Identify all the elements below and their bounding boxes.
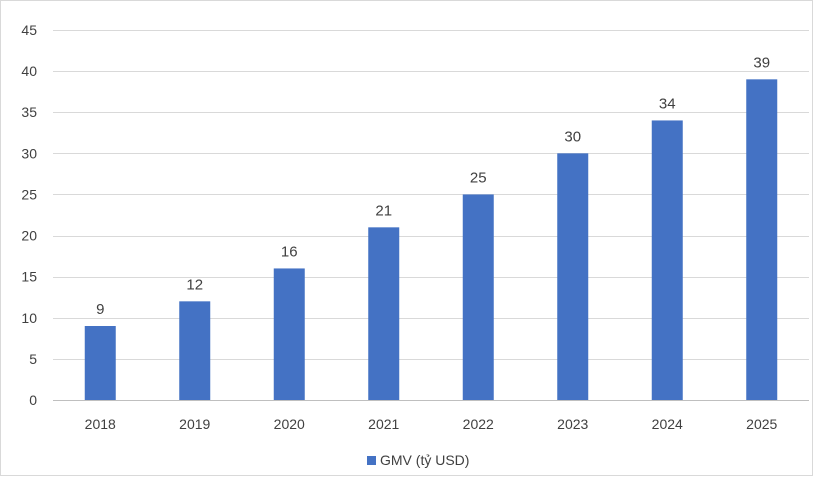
x-tick-label: 2025 — [746, 416, 777, 432]
y-tick-label: 20 — [21, 228, 37, 244]
y-tick-label: 0 — [29, 392, 37, 408]
x-tick-label: 2020 — [274, 416, 305, 432]
legend-swatch — [367, 456, 376, 465]
data-label-2021: 21 — [375, 202, 392, 219]
x-tick-label: 2023 — [557, 416, 588, 432]
bar-2020 — [273, 268, 305, 400]
x-axis-ticks: 2018 2019 2020 2021 2022 2023 2024 2025 — [85, 416, 778, 432]
data-labels: 9 12 16 21 25 30 34 39 — [96, 54, 770, 318]
data-label-2025: 39 — [753, 54, 770, 71]
data-label-2020: 16 — [281, 243, 298, 260]
gridlines — [53, 30, 809, 401]
y-tick-label: 5 — [29, 351, 37, 367]
bar-2025 — [746, 79, 778, 400]
data-label-2022: 25 — [470, 169, 487, 186]
x-tick-label: 2022 — [463, 416, 494, 432]
data-label-2024: 34 — [659, 95, 676, 112]
bar-2023 — [557, 153, 589, 400]
x-tick-label: 2019 — [179, 416, 210, 432]
legend-label: GMV (tỷ USD) — [380, 452, 469, 468]
y-tick-label: 30 — [21, 145, 37, 161]
data-label-2019: 12 — [186, 276, 203, 293]
y-tick-label: 25 — [21, 186, 37, 202]
y-tick-label: 10 — [21, 310, 37, 326]
data-label-2023: 30 — [564, 128, 581, 145]
y-tick-label: 35 — [21, 104, 37, 120]
y-tick-label: 15 — [21, 269, 37, 285]
y-tick-label: 40 — [21, 63, 37, 79]
bar-2022 — [462, 194, 494, 400]
x-tick-label: 2024 — [652, 416, 683, 432]
legend: GMV (tỷ USD) — [367, 452, 469, 468]
y-axis-ticks: 0 5 10 15 20 25 30 35 40 45 — [21, 22, 37, 408]
x-tick-label: 2018 — [85, 416, 116, 432]
x-tick-label: 2021 — [368, 416, 399, 432]
bar-2024 — [651, 120, 683, 400]
bars — [84, 79, 778, 400]
bar-2021 — [368, 227, 400, 400]
data-label-2018: 9 — [96, 301, 104, 318]
bar-2019 — [179, 301, 211, 400]
bar-2018 — [84, 326, 116, 400]
y-tick-label: 45 — [21, 22, 37, 38]
